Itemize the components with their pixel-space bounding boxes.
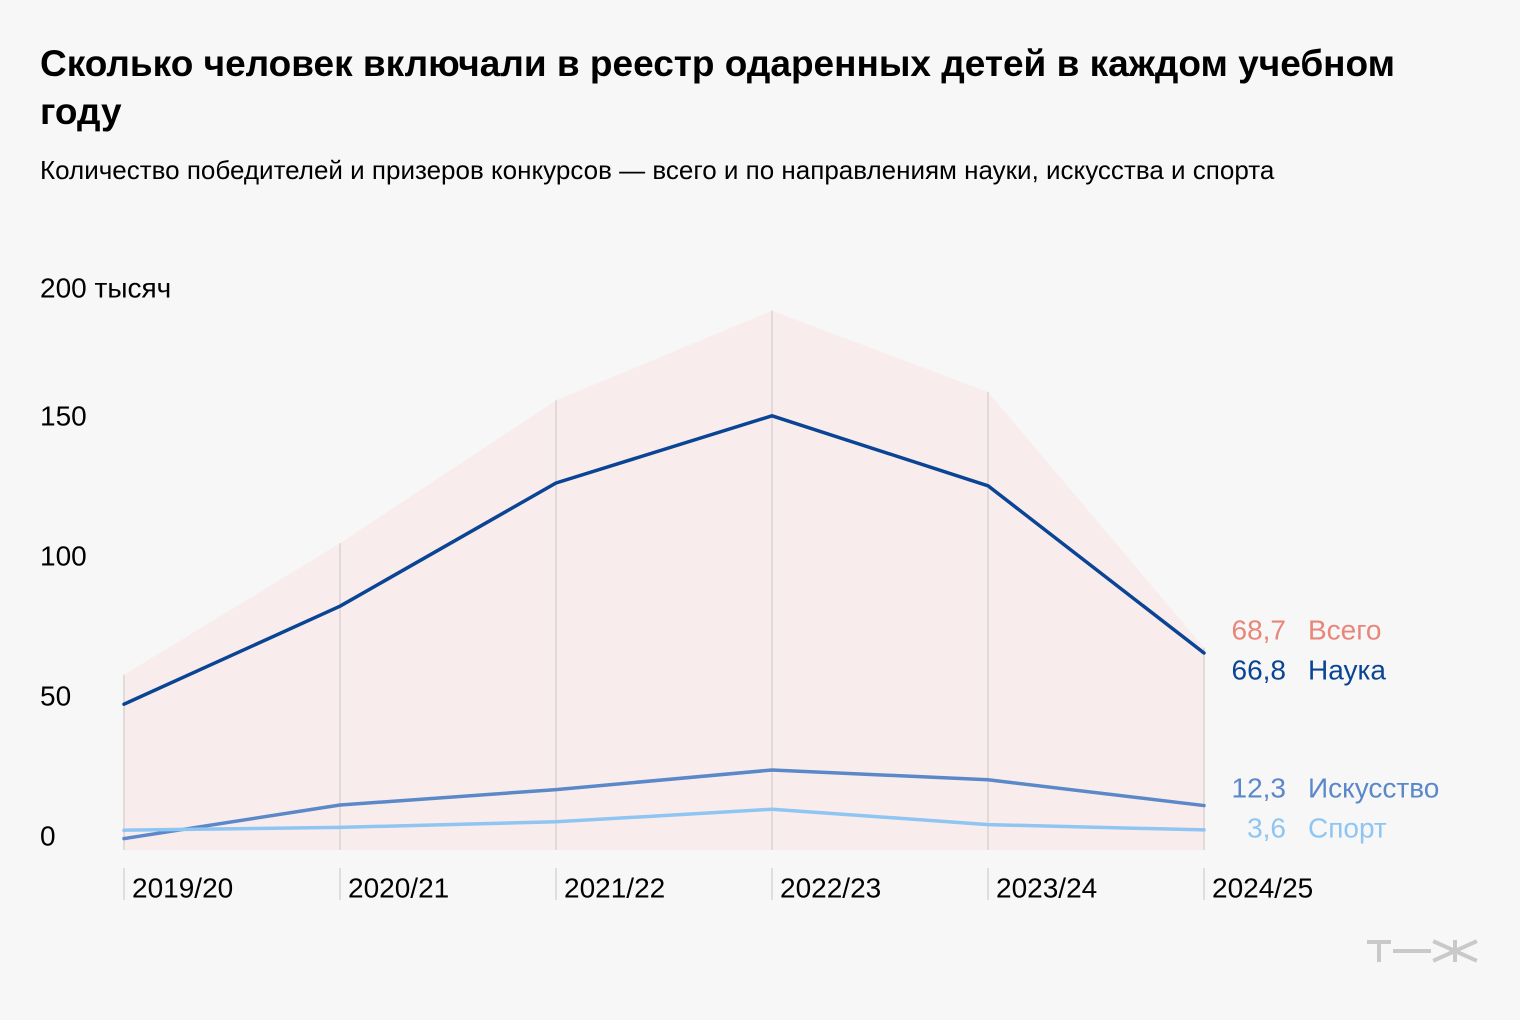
end-value-наука: 66,8 — [1232, 654, 1287, 685]
x-tick-label: 2019/20 — [132, 872, 233, 903]
area-layer — [124, 310, 1204, 850]
y-tick-label: 200 тысяч — [40, 272, 171, 303]
x-tick-label: 2023/24 — [996, 872, 1097, 903]
area-всего — [124, 310, 1204, 850]
vertical-gridlines — [123, 310, 1205, 900]
tzh-logo — [1363, 930, 1483, 970]
x-axis-ticks: 2019/20 2020/21 2021/22 2022/23 2023/24 2024/… — [132, 872, 1313, 903]
x-tick-label: 2024/25 — [1212, 872, 1313, 903]
y-tick-label: 100 — [40, 540, 87, 571]
legend-name-искусство: Искусство — [1308, 772, 1439, 803]
series-line-искусство — [122, 768, 1206, 841]
tzh-logo-icon — [1367, 939, 1478, 963]
y-tick-label: 150 — [40, 400, 87, 431]
chart-subtitle: Количество победителей и призеров конкур… — [40, 155, 1275, 185]
legend-name-наука: Наука — [1308, 654, 1386, 685]
legend-name-всего: Всего — [1308, 614, 1381, 645]
x-tick-label: 2021/22 — [564, 872, 665, 903]
series-line-спорт — [122, 807, 1206, 832]
end-value-спорт: 3,6 — [1247, 812, 1286, 843]
end-value-всего: 68,7 — [1232, 614, 1287, 645]
series-line-наука — [122, 414, 1206, 706]
y-tick-label: 50 — [40, 680, 71, 711]
y-tick-label: 0 — [40, 820, 56, 851]
legend-name-спорт: Спорт — [1308, 812, 1387, 843]
x-tick-label: 2022/23 — [780, 872, 881, 903]
y-axis-ticks: 200 тысяч 150 100 50 0 — [40, 272, 171, 851]
end-value-искусство: 12,3 — [1232, 772, 1287, 803]
series-end-labels: 68,7 Всего 66,8 Наука 12,3 Искусство 3,6 Спорт — [1232, 614, 1440, 843]
series-lines — [122, 414, 1206, 841]
chart-title: Сколько человек включали в реестр одарен… — [40, 43, 1396, 132]
x-tick-label: 2020/21 — [348, 872, 449, 903]
